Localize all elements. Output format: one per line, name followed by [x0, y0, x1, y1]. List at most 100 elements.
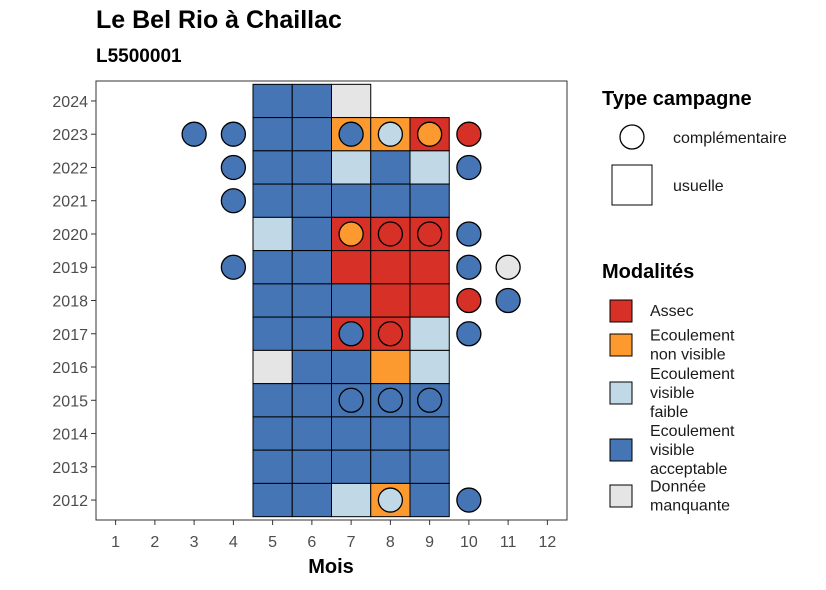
- tile: [252, 416, 293, 451]
- usuelle-tiles: [252, 83, 450, 518]
- x-axis-title: Mois: [308, 556, 354, 578]
- tile: [252, 283, 293, 318]
- legend-modalite-label: visible: [650, 442, 695, 459]
- y-tick-label: 2019: [52, 260, 88, 277]
- x-tick-label: 2: [150, 534, 159, 551]
- tile: [331, 250, 372, 285]
- point: [338, 121, 364, 147]
- tile: [252, 83, 293, 119]
- x-tick-label: 3: [190, 534, 199, 551]
- point: [181, 121, 207, 147]
- tile: [252, 316, 293, 351]
- tile: [409, 482, 450, 518]
- tile: [252, 349, 293, 385]
- tile: [409, 349, 450, 385]
- point: [456, 287, 482, 314]
- tile: [331, 183, 372, 218]
- legend-type-label: usuelle: [673, 178, 724, 195]
- tile: [409, 283, 450, 318]
- legend-swatch: [609, 333, 633, 357]
- tile: [331, 83, 372, 119]
- legend-modalite-label: Ecoulement: [650, 328, 735, 345]
- tile: [291, 183, 332, 218]
- chart-title: Le Bel Rio à Chaillac: [96, 6, 342, 34]
- tile: [409, 250, 450, 285]
- point: [377, 121, 404, 147]
- y-tick-label: 2017: [52, 327, 88, 344]
- point: [377, 387, 404, 413]
- point: [456, 154, 482, 181]
- point: [338, 221, 364, 247]
- tile: [370, 250, 411, 285]
- tile: [409, 150, 450, 185]
- tile: [291, 216, 332, 252]
- x-axis: 1 2 3 4 5 6 7 8 9 10 11 12: [111, 520, 556, 551]
- y-tick-label: 2021: [52, 194, 88, 211]
- tile: [370, 449, 411, 484]
- x-tick-label: 9: [425, 534, 434, 551]
- y-tick-label: 2016: [52, 360, 88, 377]
- y-tick-label: 2012: [52, 493, 88, 510]
- point: [377, 221, 404, 247]
- point: [456, 254, 482, 280]
- x-tick-label: 4: [229, 534, 238, 551]
- tile: [252, 117, 293, 152]
- x-tick-label: 12: [538, 534, 556, 551]
- y-axis: 2012 2013 2014 2015 2016 2017 2018 2019 2020 2021…: [52, 94, 96, 510]
- legend-circle-key: [619, 124, 645, 150]
- point: [495, 287, 521, 314]
- point: [377, 321, 404, 347]
- legend-modalite-label: faible: [650, 404, 688, 421]
- x-tick-label: 11: [500, 534, 517, 551]
- legend-modalite-label: Ecoulement: [650, 366, 735, 383]
- point: [456, 221, 482, 247]
- tile: [291, 316, 332, 351]
- chart-subtitle: L5500001: [96, 46, 182, 67]
- tile: [252, 150, 293, 185]
- tile: [291, 482, 332, 518]
- tile: [291, 250, 332, 285]
- tile: [409, 183, 450, 218]
- tile: [370, 349, 411, 385]
- tile: [291, 416, 332, 451]
- legend-modalite-label: Donnée: [650, 479, 706, 496]
- point: [220, 121, 247, 147]
- tile: [409, 416, 450, 451]
- legend-square-key: [611, 164, 653, 206]
- tile: [370, 183, 411, 218]
- point: [416, 121, 443, 147]
- tile: [331, 416, 372, 451]
- x-tick-label: 5: [268, 534, 277, 551]
- tile: [291, 117, 332, 152]
- legend-modalite-label: Assec: [650, 303, 694, 320]
- tile: [252, 383, 293, 418]
- y-tick-label: 2022: [52, 160, 88, 177]
- y-tick-label: 2013: [52, 460, 88, 477]
- x-tick-label: 7: [347, 534, 356, 551]
- tile: [331, 482, 372, 518]
- y-tick-label: 2023: [52, 127, 88, 144]
- x-tick-label: 8: [386, 534, 395, 551]
- point: [220, 254, 247, 280]
- point: [416, 387, 443, 413]
- legend-modalite-label: non visible: [650, 347, 726, 364]
- tile: [291, 383, 332, 418]
- point: [495, 254, 521, 280]
- legend-type-title: Type campagne: [602, 88, 752, 110]
- point: [456, 487, 482, 513]
- tile: [370, 283, 411, 318]
- y-tick-label: 2020: [52, 227, 88, 244]
- tile: [370, 150, 411, 185]
- point: [338, 321, 364, 347]
- tile: [252, 183, 293, 218]
- x-tick-label: 6: [307, 534, 316, 551]
- point: [220, 188, 247, 214]
- tile: [331, 150, 372, 185]
- point: [456, 321, 482, 347]
- x-tick-label: 10: [460, 534, 478, 551]
- legend-swatch: [609, 299, 633, 323]
- tile: [291, 83, 332, 119]
- point: [416, 221, 443, 247]
- tile: [291, 150, 332, 185]
